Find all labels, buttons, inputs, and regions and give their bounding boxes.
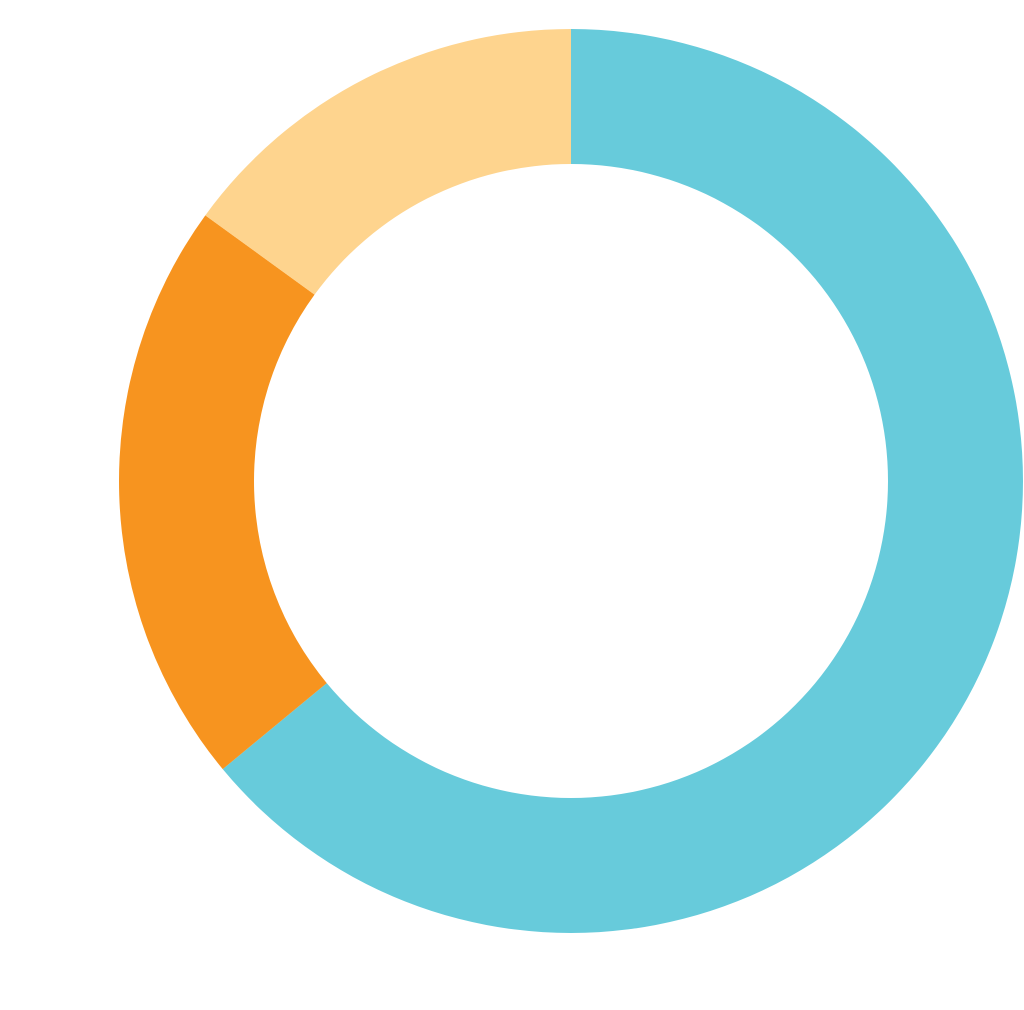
donut-segment: [222, 29, 1023, 934]
donut-segment: [119, 215, 327, 770]
donut-segment: [205, 29, 571, 295]
